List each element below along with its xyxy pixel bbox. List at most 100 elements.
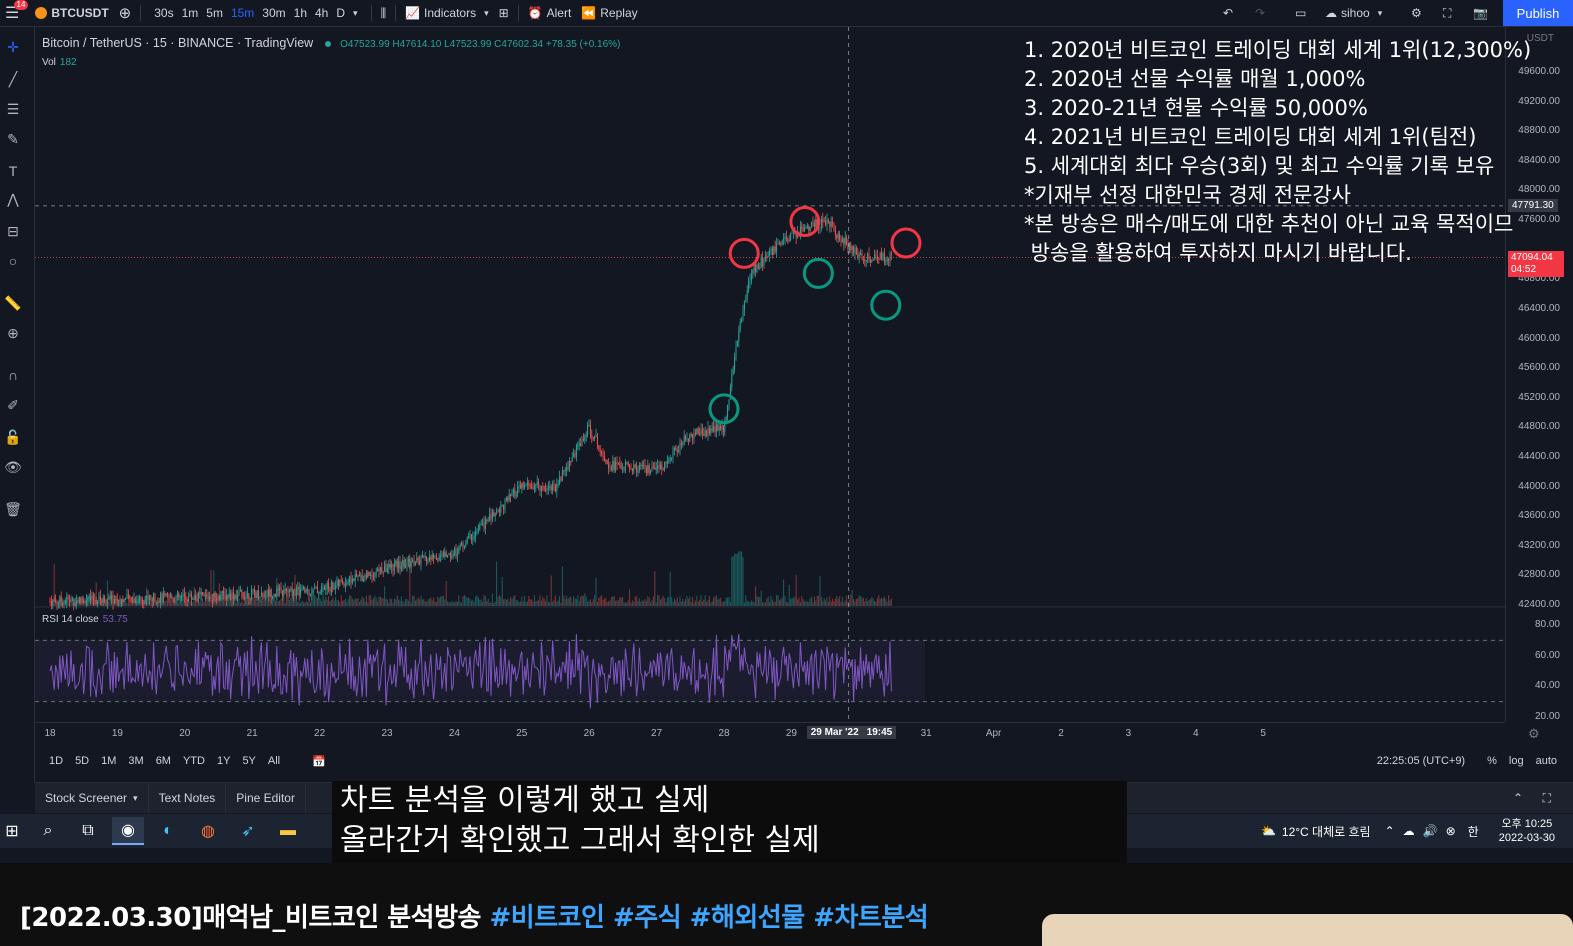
firefox-icon[interactable]: ◍ (201, 823, 215, 840)
ime-indicator[interactable]: 한 (1467, 824, 1479, 839)
replay-button[interactable]: ⏪ Replay (576, 0, 642, 26)
promo-thumbnail[interactable] (1042, 914, 1573, 946)
candle (658, 465, 660, 470)
lock-icon[interactable]: 🔓 (4, 429, 22, 445)
volume-bar (827, 602, 829, 606)
range-1d[interactable]: 1D (49, 755, 64, 767)
percent-toggle[interactable]: % (1487, 755, 1497, 767)
windows-start-icon[interactable]: ⊞ (5, 823, 19, 840)
time-axis[interactable]: 18 19 20 21 22 23 24 25 26 27 28 29 31 Apr 2 3 4 5 29 Mar … (35, 722, 1505, 745)
timeframe-30m[interactable]: 30m (262, 6, 286, 20)
lock-drawing-icon[interactable]: ✐ (7, 397, 19, 413)
edge-icon[interactable]: ◐ (163, 822, 173, 839)
candle (465, 543, 467, 546)
crosshair-icon[interactable]: ✛ (7, 39, 19, 55)
range-5d[interactable]: 5D (75, 755, 90, 767)
gear-icon[interactable]: ⚙ (1411, 6, 1422, 20)
volume-bar (881, 598, 883, 606)
candle (81, 600, 83, 602)
pattern-icon[interactable]: ⋀ (7, 191, 19, 207)
network-icon[interactable]: ☁ (1402, 824, 1415, 838)
clock[interactable]: 오후 10:25 2022-03-30 (1499, 817, 1555, 845)
weather-label[interactable]: 12°C 대체로 흐림 (1281, 824, 1371, 839)
weather-icon[interactable]: ⛅ (1260, 824, 1276, 838)
timeframe-d[interactable]: D (336, 6, 346, 20)
shape-icon[interactable]: ○ (8, 253, 18, 269)
publish-button[interactable]: Publish (1503, 0, 1573, 26)
layouts-icon[interactable]: ⊞ (498, 6, 509, 20)
eye-icon[interactable]: 👁 (4, 459, 22, 475)
search-icon[interactable]: ⌕ (43, 822, 53, 839)
range-6m[interactable]: 6M (155, 755, 171, 767)
date-range-bar: 1D 5D 1M 3M 6M YTD 1Y 5Y All 📅 22:25:05 … (35, 748, 1573, 774)
price-axis[interactable]: USDT 49600.00 49200.00 48800.00 48400.00 480… (1505, 27, 1573, 722)
volume-bar (759, 597, 761, 606)
trash-icon[interactable]: 🗑 (4, 501, 22, 517)
auto-toggle[interactable]: auto (1535, 755, 1557, 767)
log-toggle[interactable]: log (1508, 755, 1524, 767)
ruler-icon[interactable]: 📏 (4, 295, 22, 311)
brush-icon[interactable]: ✎ (7, 131, 19, 147)
volume-bar (708, 596, 710, 606)
candle (662, 469, 664, 471)
reset-axis-icon[interactable]: ⚙ (1528, 726, 1540, 741)
range-3m[interactable]: 3M (128, 755, 144, 767)
volume-icon[interactable]: 🔊 (1422, 824, 1438, 838)
undo-icon[interactable]: ↶ (1223, 6, 1234, 20)
rsi-legend: RSI 14 close 53.75 (42, 614, 128, 625)
fullscreen-rect-icon[interactable]: ▭ (1295, 6, 1307, 20)
timeframe-4h[interactable]: 4h (315, 6, 329, 20)
file-explorer-icon[interactable]: ▬ (280, 822, 296, 839)
video-hashtags[interactable]: #비트코인 #주식 #해외선물 #차트분석 (489, 903, 929, 933)
timeframe-15m[interactable]: 15m (230, 6, 255, 20)
goto-date-icon[interactable]: 📅 (312, 755, 326, 768)
range-1m[interactable]: 1M (101, 755, 117, 767)
price-chart[interactable] (35, 27, 1505, 722)
cloud-save-button[interactable]: ☁ sihoo ▾ (1320, 0, 1387, 26)
prediction-icon[interactable]: ⊟ (7, 223, 19, 239)
timeframe-30s[interactable]: 30s (154, 6, 174, 20)
volume-bar (126, 602, 128, 606)
trendline-icon[interactable]: ╱ (8, 71, 18, 87)
redo-icon[interactable]: ↷ (1255, 6, 1266, 20)
candle (90, 596, 92, 600)
candle (494, 512, 496, 517)
timeframe-1m[interactable]: 1m (181, 6, 199, 20)
indicators-button[interactable]: 📈 Indicators ▾ (400, 0, 494, 26)
tab-stock-screener[interactable]: Stock Screener ▾ (35, 783, 149, 813)
collapse-panel-icon[interactable]: ⌃ (1512, 791, 1523, 805)
magnet-icon[interactable]: ∩ (7, 367, 19, 383)
candle (252, 589, 254, 591)
tab-pine-editor[interactable]: Pine Editor (226, 783, 306, 813)
volume-bar (347, 599, 349, 606)
task-view-icon[interactable]: ⧉ (82, 822, 94, 839)
range-all[interactable]: All (267, 755, 281, 767)
range-1y[interactable]: 1Y (216, 755, 231, 767)
tab-text-notes[interactable]: Text Notes (149, 783, 227, 813)
bird-app-icon[interactable]: ➶ (241, 823, 255, 840)
candle (332, 582, 334, 590)
candle (423, 555, 425, 557)
camera-icon[interactable]: 📷 (1473, 6, 1488, 20)
candle (238, 591, 240, 595)
chrome-icon[interactable]: ◉ (112, 817, 144, 845)
status-icon[interactable]: ⊗ (1445, 824, 1456, 838)
fib-icon[interactable]: ☰ (6, 101, 20, 117)
timeframe-1h[interactable]: 1h (293, 6, 307, 20)
candle (455, 548, 457, 557)
text-icon[interactable]: T (8, 163, 18, 179)
range-5y[interactable]: 5Y (242, 755, 256, 767)
chevron-down-icon[interactable]: ▾ (353, 7, 358, 18)
alert-button[interactable]: ⏰ Alert (523, 0, 577, 26)
chart-type-icon[interactable]: ⫼ (380, 5, 387, 20)
maximize-panel-icon[interactable]: ⛶ (1542, 790, 1551, 805)
zoom-icon[interactable]: ⊕ (7, 325, 19, 341)
range-ytd[interactable]: YTD (182, 755, 205, 767)
symbol-search[interactable]: BTCUSDT (30, 0, 113, 26)
candle (255, 592, 257, 599)
timeframe-5m[interactable]: 5m (206, 6, 223, 20)
expand-icon[interactable]: ⛶ (1443, 5, 1452, 20)
tray-expand-icon[interactable]: ⌃ (1384, 824, 1395, 838)
add-symbol-icon[interactable]: ⊕ (118, 5, 132, 22)
clock-label[interactable]: 22:25:05 (UTC+9) (1376, 755, 1466, 767)
